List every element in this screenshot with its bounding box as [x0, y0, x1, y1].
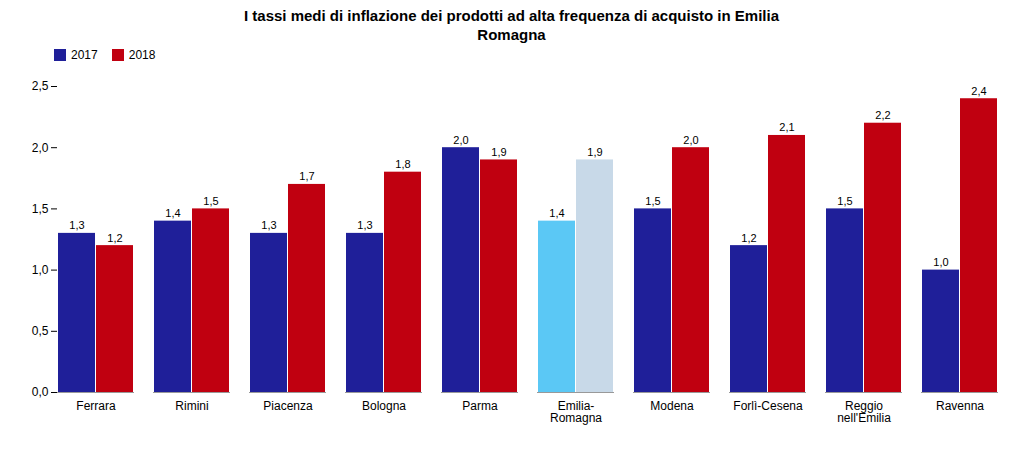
svg-text:1,5: 1,5	[32, 202, 49, 216]
svg-text:1,5: 1,5	[203, 195, 218, 207]
svg-text:1,7: 1,7	[299, 170, 314, 182]
svg-text:Parma: Parma	[462, 399, 498, 413]
svg-text:2,2: 2,2	[875, 109, 890, 121]
svg-text:2,5: 2,5	[32, 79, 49, 93]
svg-text:2,1: 2,1	[779, 121, 794, 133]
svg-text:1,0: 1,0	[933, 256, 948, 268]
svg-text:0,5: 0,5	[32, 324, 49, 338]
svg-text:0,0: 0,0	[32, 385, 49, 399]
svg-text:1,2: 1,2	[741, 232, 756, 244]
svg-text:Piacenza: Piacenza	[263, 399, 313, 413]
html-text:2017: 2017	[71, 48, 98, 62]
svg-text:Rimini: Rimini	[175, 399, 208, 413]
html-text:2018: 2018	[128, 48, 156, 62]
svg-text:1,3: 1,3	[261, 219, 276, 231]
svg-text:Emilia-Romagna: Emilia-Romagna	[550, 399, 602, 425]
svg-text:1,5: 1,5	[837, 195, 852, 207]
svg-text:2,0: 2,0	[32, 141, 49, 155]
svg-text:2,0: 2,0	[683, 134, 698, 146]
svg-text:2,0: 2,0	[453, 134, 468, 146]
svg-text:1,0: 1,0	[32, 263, 49, 277]
svg-text:Reggionell'Emilia: Reggionell'Emilia	[837, 399, 891, 425]
svg-text:1,3: 1,3	[357, 219, 372, 231]
svg-text:1,9: 1,9	[587, 146, 602, 158]
svg-text:1,8: 1,8	[395, 158, 410, 170]
svg-text:2,4: 2,4	[971, 85, 986, 97]
svg-text:1,4: 1,4	[165, 207, 180, 219]
svg-text:1,2: 1,2	[107, 232, 122, 244]
html-text:I tassi medi di inflazione dei: I tassi medi di inflazione dei prodotti …	[244, 7, 779, 43]
svg-text:1,4: 1,4	[549, 207, 564, 219]
svg-text:Bologna: Bologna	[362, 399, 406, 413]
svg-text:Forlì-Cesena: Forlì-Cesena	[733, 399, 803, 413]
svg-text:Ferrara: Ferrara	[76, 399, 116, 413]
svg-text:Ravenna: Ravenna	[936, 399, 984, 413]
svg-text:Modena: Modena	[650, 399, 694, 413]
svg-text:1,3: 1,3	[69, 219, 84, 231]
svg-text:1,5: 1,5	[645, 195, 660, 207]
svg-text:1,9: 1,9	[491, 146, 506, 158]
